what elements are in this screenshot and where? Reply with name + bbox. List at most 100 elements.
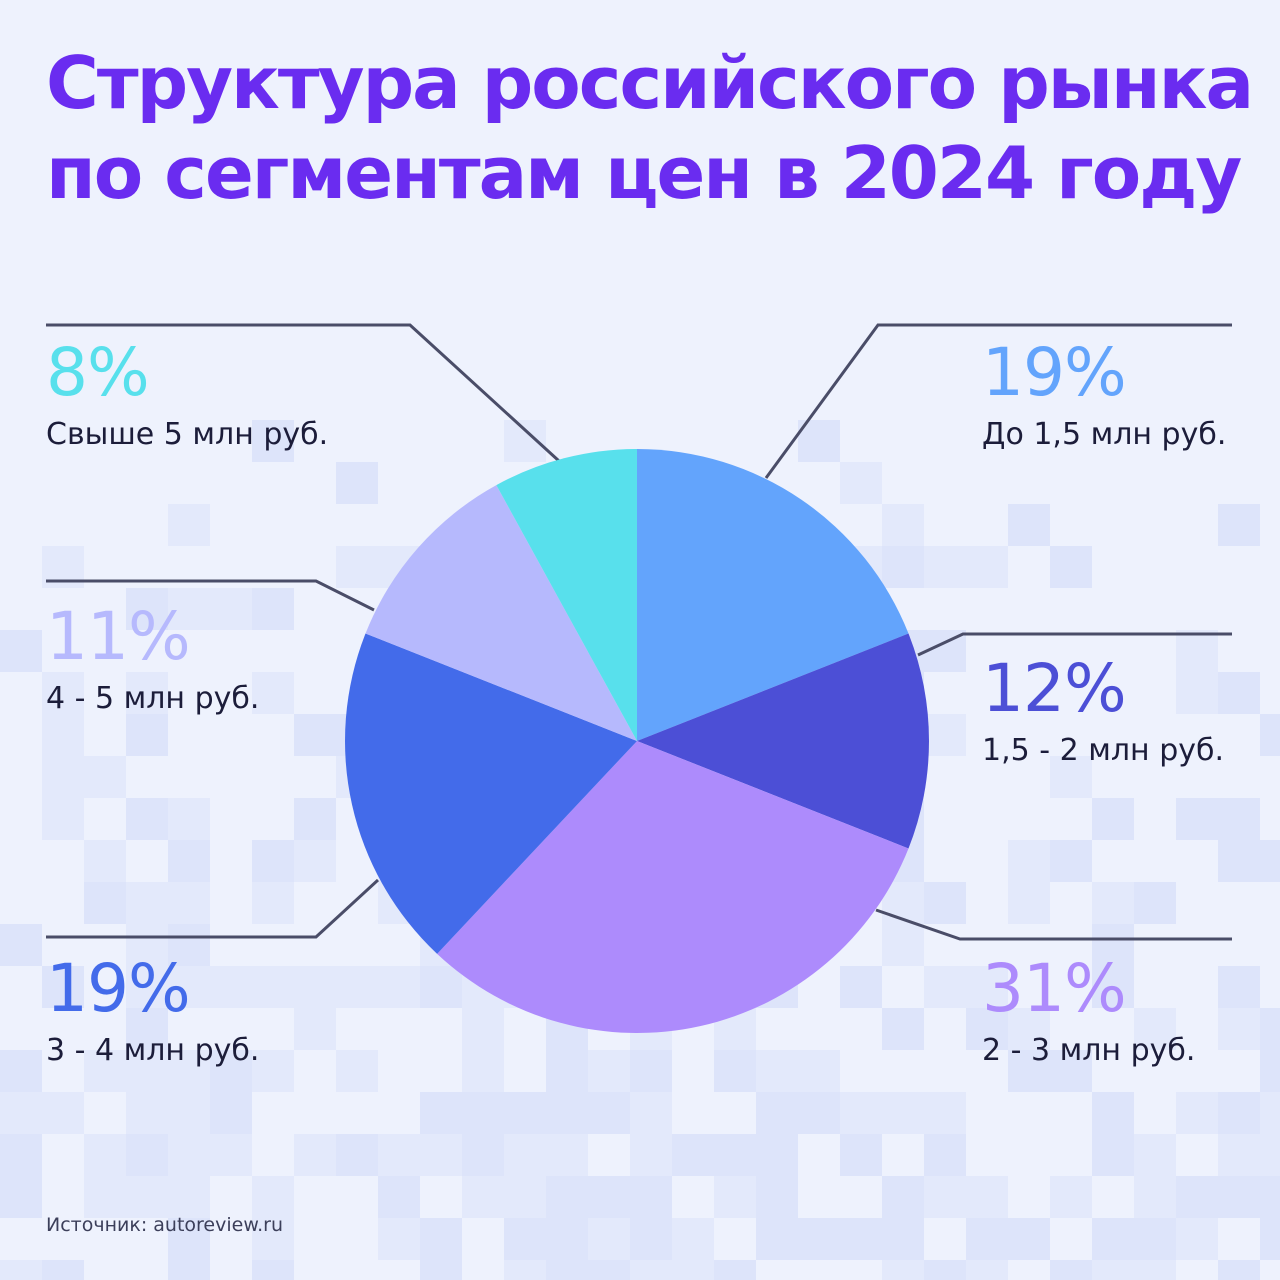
background-tile [798,1092,840,1134]
background-tile [966,1260,1008,1280]
background-tile [126,882,168,924]
leader-line-over-5m [46,323,561,463]
background-tile [840,1134,882,1176]
background-tile [1008,1050,1050,1092]
pie-slice-2-to-3m [437,741,909,1033]
background-tile [1134,1260,1176,1280]
background-tile [588,1218,630,1260]
background-tile [126,798,168,840]
background-tile [924,546,966,588]
slice-percent-4-to-5m: 11% [46,598,191,675]
background-tile [252,1050,294,1092]
background-tile [588,1092,630,1134]
background-tile [1092,1260,1134,1280]
slice-category-2-to-3m: 2 - 3 млн руб. [982,1033,1196,1068]
background-tile [1092,798,1134,840]
background-tile [42,756,84,798]
leader-line-2-to-3m [875,908,1232,941]
background-tile [630,1092,672,1134]
background-tile [0,1260,42,1280]
background-tile [42,1092,84,1134]
background-tile [378,1134,420,1176]
background-tile [126,966,168,1008]
background-tile [84,1134,126,1176]
background-tile [1260,1008,1280,1050]
background-tile [1134,1134,1176,1176]
leader-line-1-5-to-2m [917,632,1232,657]
background-tile [882,1176,924,1218]
background-tile [1134,1008,1176,1050]
background-tile [168,966,210,1008]
background-tile [168,840,210,882]
background-tile [756,1134,798,1176]
leader-line-3-to-4m [46,878,380,939]
pie-slice-1-5-to-2m [637,633,929,849]
background-tile [1218,1092,1260,1134]
background-tile [1218,840,1260,882]
background-tile [1092,924,1134,966]
background-tile [1050,546,1092,588]
background-tile [210,1092,252,1134]
background-tile [546,1176,588,1218]
background-tile [294,798,336,840]
background-tile [1176,1218,1218,1260]
background-tile [882,546,924,588]
background-tile [1260,840,1280,882]
background-tile [1218,798,1260,840]
background-tile [882,1218,924,1260]
background-tile [168,588,210,630]
background-tile [1218,966,1260,1008]
background-tile [336,966,378,1008]
pie-slice-4-to-5m [365,485,637,741]
background-tile [1134,1176,1176,1218]
background-tile [630,1260,672,1280]
background-tile [672,1260,714,1280]
background-tile [168,1176,210,1218]
background-tile [1092,966,1134,1008]
background-tile [840,1218,882,1260]
background-tile [168,1050,210,1092]
background-tile [1050,840,1092,882]
background-tile [546,1092,588,1134]
background-tile [168,1134,210,1176]
background-tile [924,1260,966,1280]
chart-title-line-1: Структура российского рынка [46,41,1254,125]
background-tile [420,1092,462,1134]
slice-percent-1-5-to-2m: 12% [982,650,1127,727]
background-tile [756,1176,798,1218]
background-tile [42,714,84,756]
slice-label-3-to-4m: 19% 3 - 4 млн руб. [46,956,259,1068]
background-tile [252,882,294,924]
background-tile [546,1218,588,1260]
background-tile [924,1134,966,1176]
background-tile [672,1134,714,1176]
background-tile [252,588,294,630]
background-tile [0,924,42,966]
background-tile [126,714,168,756]
background-tile [336,462,378,504]
background-tile [546,1050,588,1092]
background-tile [504,1260,546,1280]
background-tile [1260,1176,1280,1218]
background-tile [630,1050,672,1092]
background-tile [924,966,966,1008]
background-tile [252,672,294,714]
background-tile [798,1218,840,1260]
background-tile [294,966,336,1008]
background-tile [420,1134,462,1176]
background-tile [882,1260,924,1280]
background-tile [42,966,84,1008]
background-tile [168,882,210,924]
background-tile [126,1176,168,1218]
background-tile [546,1134,588,1176]
background-tile [84,882,126,924]
background-tile [1176,630,1218,672]
background-tile [126,1092,168,1134]
background-tile [168,1092,210,1134]
background-tile [966,966,1008,1008]
background-tile [1050,756,1092,798]
background-tile [882,1008,924,1050]
background-tile [294,1134,336,1176]
background-tile [882,924,924,966]
